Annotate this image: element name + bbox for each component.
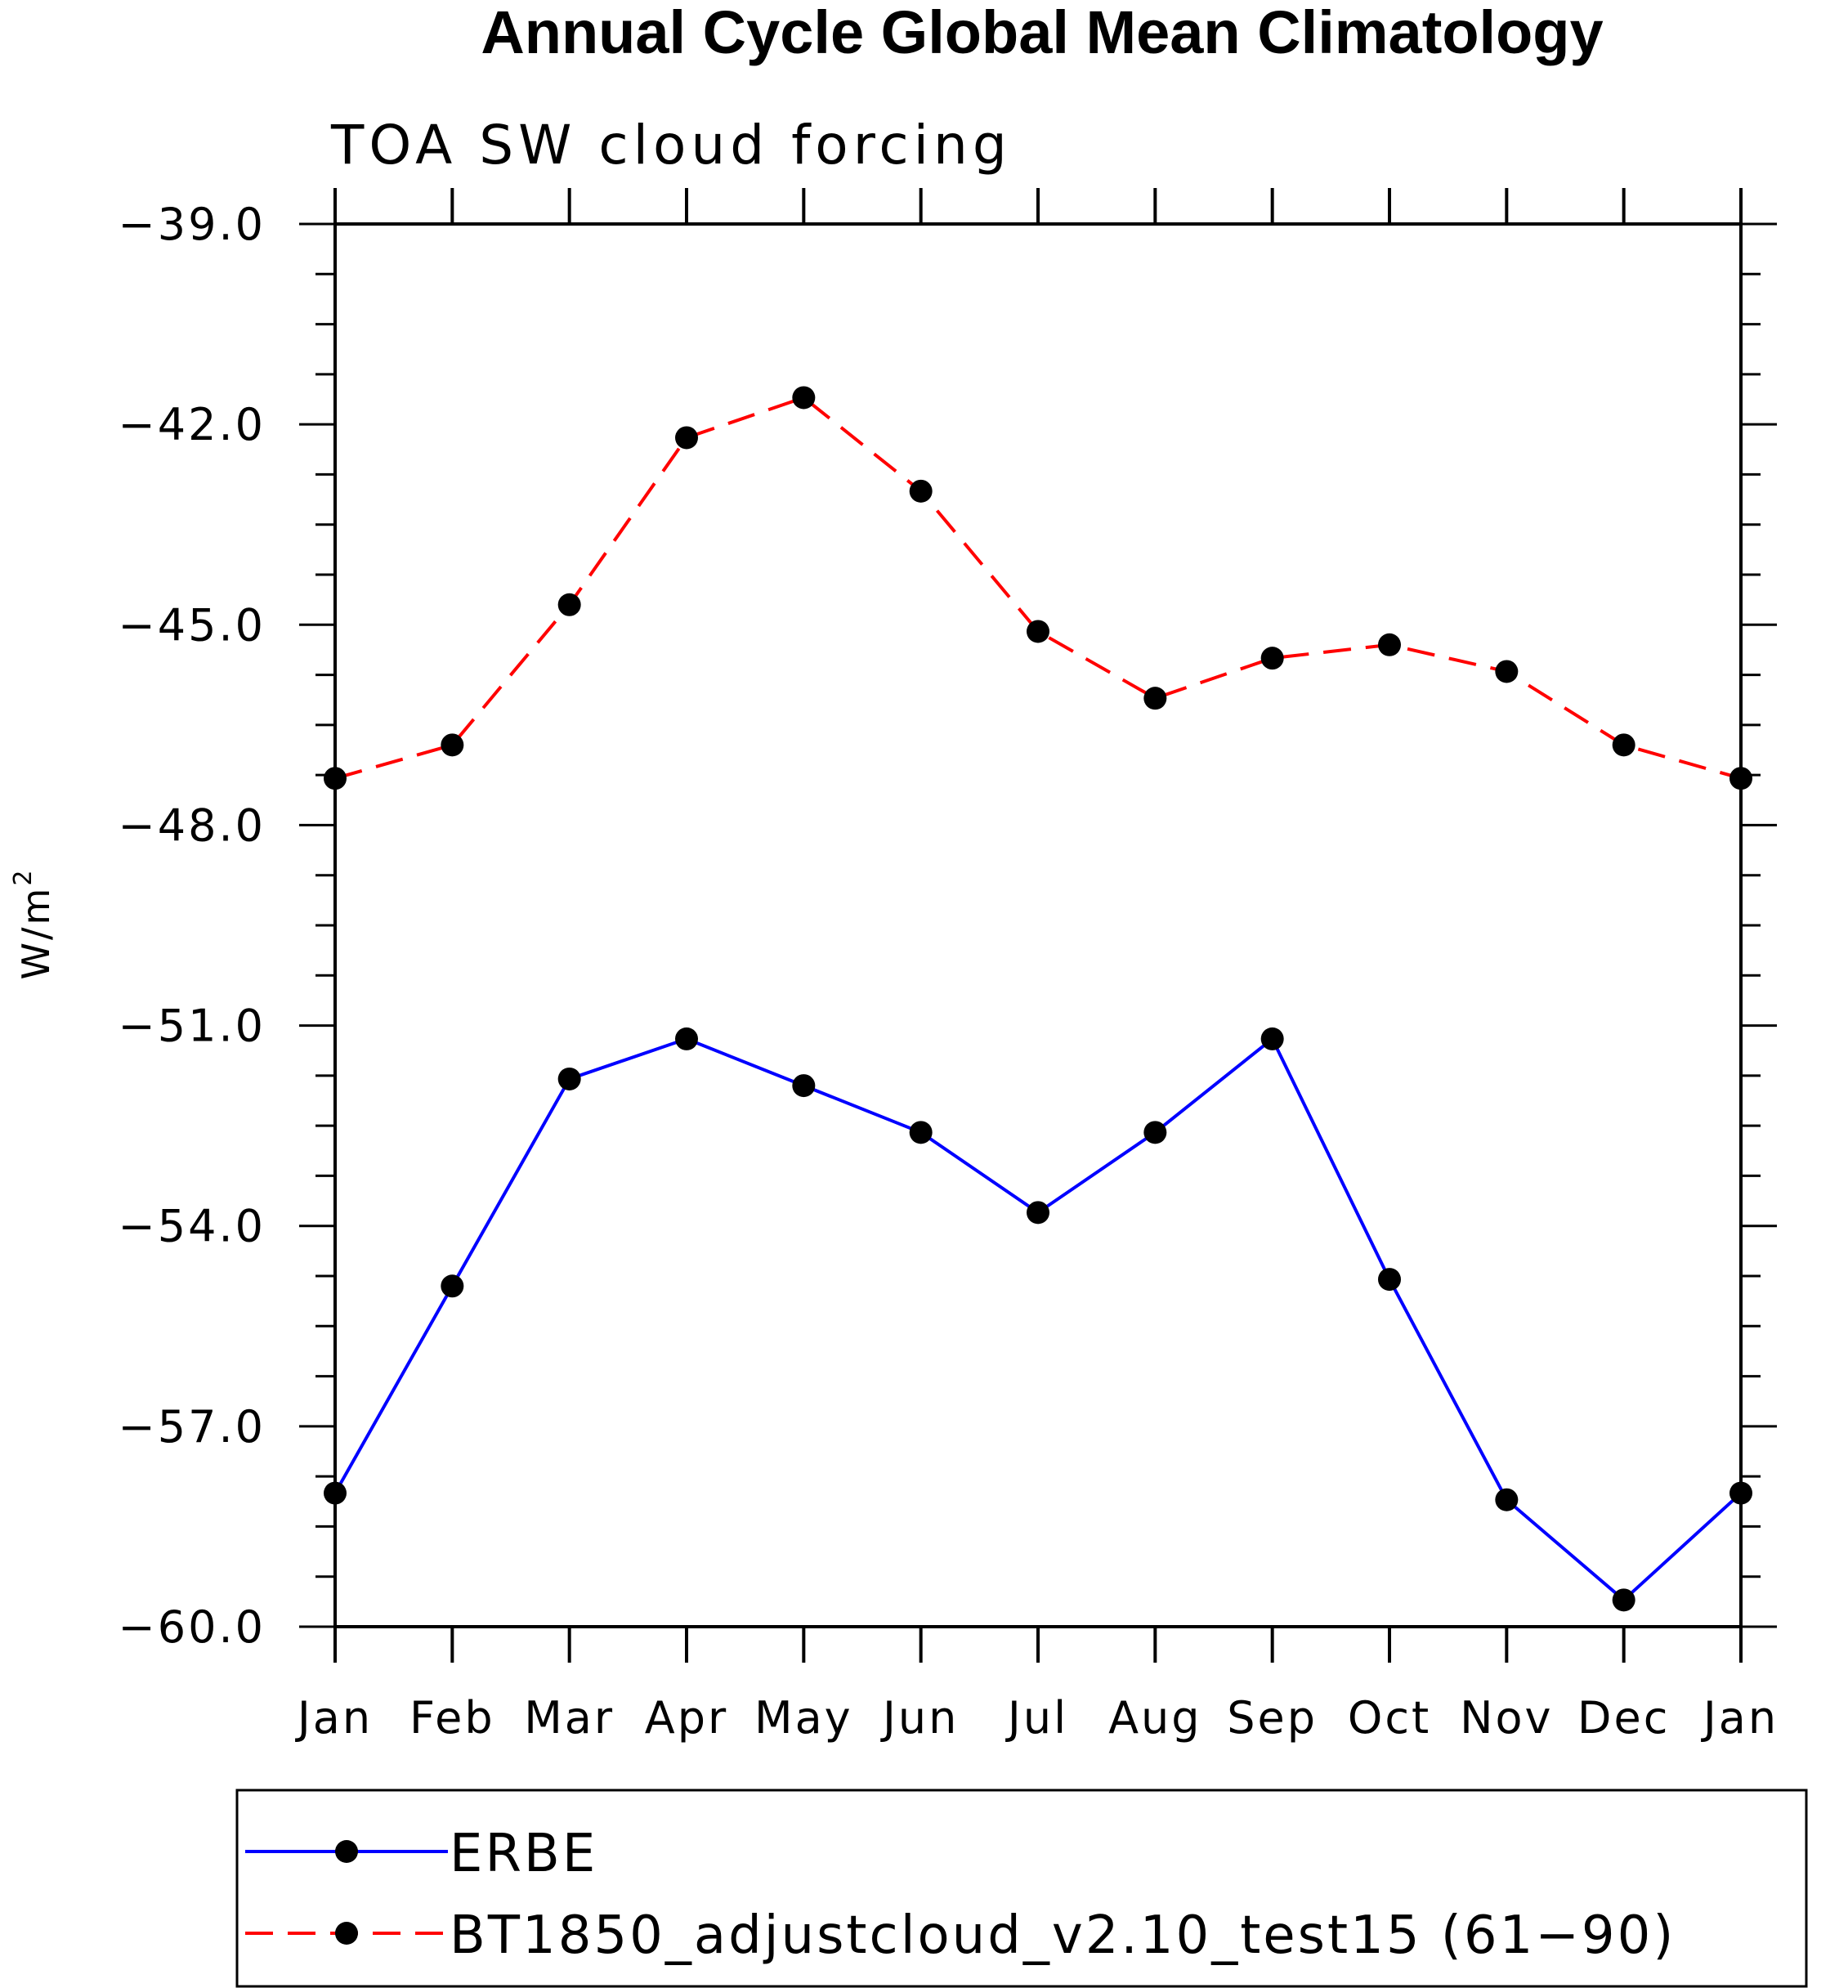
data-point (1612, 733, 1635, 757)
x-tick-label: Jun (880, 1692, 959, 1744)
data-point (1143, 1121, 1167, 1144)
y-tick-label: −51.0 (119, 1001, 266, 1052)
legend-box (235, 1789, 1808, 1988)
x-tick-label: Aug (1108, 1692, 1201, 1744)
y-tick-label: −39.0 (119, 199, 266, 250)
data-point (557, 593, 581, 616)
data-point (441, 733, 464, 757)
data-point (1027, 1201, 1049, 1225)
data-point (1495, 1488, 1519, 1511)
legend-marker (335, 1922, 358, 1945)
chart-subtitle: TOA SW cloud forcing (330, 114, 1012, 177)
y-tick-label: −42.0 (119, 399, 266, 450)
data-point (675, 426, 698, 450)
data-point (792, 1074, 816, 1098)
data-point (909, 1121, 933, 1144)
y-tick-label: −54.0 (119, 1201, 266, 1252)
x-tick-label: Dec (1577, 1692, 1671, 1744)
series-line (333, 1037, 1743, 1602)
legend-marker (335, 1840, 358, 1863)
series-line (334, 396, 1742, 781)
data-point (1260, 647, 1284, 670)
data-point (792, 386, 816, 410)
data-point (1260, 1027, 1284, 1050)
y-tick-label: −57.0 (119, 1401, 266, 1453)
data-point (1729, 1481, 1752, 1505)
y-axis-label-exponent: 2 (9, 868, 38, 886)
x-tick-label: Sep (1227, 1692, 1318, 1744)
data-point (1378, 1268, 1401, 1292)
series-2 (324, 386, 1752, 790)
x-tick-label: Nov (1460, 1692, 1553, 1744)
data-point (1495, 660, 1519, 683)
data-point (909, 479, 933, 503)
chart-title: Annual Cycle Global Mean Climatology (481, 0, 1603, 66)
data-point (1027, 620, 1049, 643)
data-point (324, 767, 347, 790)
legend-label: BT1850_adjustcloud_v2.10_test15 (61−90) (450, 1905, 1676, 1966)
plot-frame (333, 222, 1743, 1628)
x-tick-label: Jul (1005, 1692, 1068, 1744)
x-tick-label: Mar (524, 1692, 615, 1744)
data-point (1612, 1588, 1635, 1612)
data-point (1378, 633, 1401, 656)
x-tick-label: May (754, 1692, 853, 1744)
data-point (675, 1027, 698, 1050)
data-point (1729, 767, 1752, 790)
y-tick-label: −45.0 (119, 599, 266, 651)
legend-label: ERBE (450, 1824, 597, 1884)
series-1 (324, 1027, 1752, 1612)
y-tick-label: −48.0 (119, 799, 266, 851)
x-tick-label: Oct (1348, 1692, 1431, 1744)
y-tick-label: −60.0 (119, 1601, 266, 1653)
legend: ERBE BT1850_adjustcloud_v2.10_test15 (61−… (235, 1789, 1808, 1988)
data-point (441, 1274, 464, 1298)
x-tick-label: Jan (1701, 1692, 1779, 1744)
y-axis-label: W/m2 (9, 868, 58, 980)
data-point (1143, 687, 1167, 710)
x-tick-label: Apr (645, 1692, 728, 1744)
plot-area: Jan Feb Mar Apr May Jun Jul Aug Sep Oct Nov Dec Jan−… (119, 188, 1779, 1744)
y-axis-label-text: W/m (14, 886, 58, 980)
data-point (557, 1067, 581, 1090)
data-point (324, 1481, 347, 1505)
x-tick-label: Feb (409, 1692, 495, 1744)
x-tick-label: Jan (295, 1692, 373, 1744)
